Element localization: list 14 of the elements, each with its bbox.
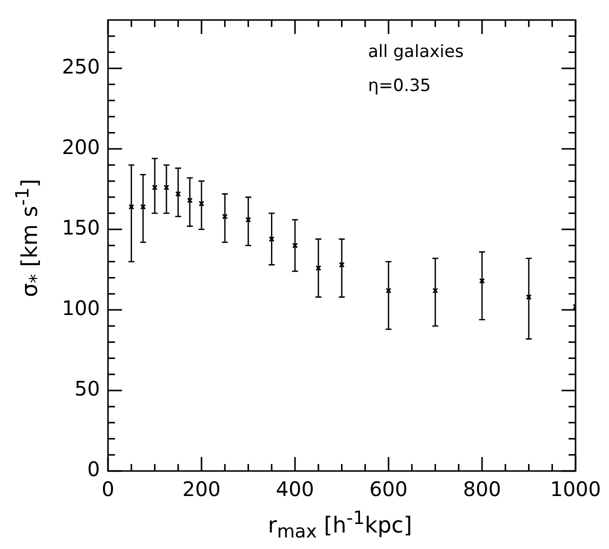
annotation: η=0.35 [368, 76, 431, 96]
x-tick-label: 600 [369, 477, 408, 502]
x-tick-label: 400 [276, 477, 314, 502]
y-tick-label: 250 [62, 54, 100, 79]
annotation: all galaxies [368, 42, 464, 62]
x-tick-label: 1000 [550, 477, 602, 502]
x-axis-title: r$_{max}$ [h$^{-1}$kpc] [268, 508, 412, 543]
y-tick-label: 100 [62, 296, 100, 320]
x-tick-label: 200 [182, 477, 221, 502]
y-tick-label: 150 [62, 216, 100, 240]
y-tick-label: 200 [62, 135, 100, 160]
y-tick-label: 50 [74, 376, 100, 401]
x-tick-label: 800 [462, 477, 502, 502]
y-tick-label: 0 [87, 457, 100, 482]
